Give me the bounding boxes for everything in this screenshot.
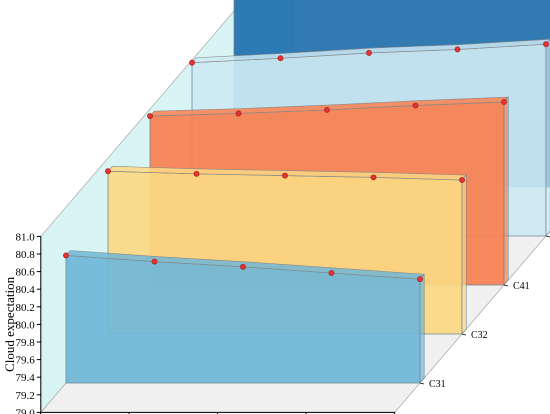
y-tick-label: 80.4 [16,284,36,296]
series-side-edge [419,273,425,384]
series-label: C32 [471,330,488,341]
data-point [370,174,377,181]
data-point [501,99,507,105]
series-label: C31 [429,379,446,390]
y-tick-label: 79.6 [16,355,36,367]
data-point [417,276,423,283]
data-point [63,252,69,259]
data-point [543,41,549,48]
data-point [235,110,242,117]
y-tick-label: 81.0 [16,231,36,243]
data-point [366,50,372,56]
series-label: C41 [513,281,530,292]
y-tick-label: 80.0 [16,319,36,331]
data-point [459,177,465,183]
data-point [454,46,461,53]
x-tick [305,412,307,414]
series-label-tick [545,235,550,238]
series-side-edge [461,174,467,335]
series-side-edge [503,96,509,286]
x-tick [393,412,396,414]
series-label-tick [419,382,425,385]
series-label-tick [503,284,509,287]
axes-layer: 79.0 79.2 79.4 79.6 79.8 80.0 80.2 80.4 80.6 80.8… [2,231,396,414]
data-point [240,263,246,270]
x-tick [39,412,42,414]
data-point [277,55,284,62]
data-point [328,270,335,276]
data-point [151,258,158,265]
x-tick [216,412,219,414]
y-tick-label: 79.8 [16,337,36,349]
data-point [147,113,153,119]
data-point [189,59,195,66]
data-point [324,106,330,113]
y-tick-label: 80.6 [16,267,36,279]
series-c31: C31 [63,250,446,390]
y-tick-label: 79.0 [16,407,36,414]
y-tick-label: 79.2 [16,390,35,402]
series-side-edge [545,39,550,237]
data-point [412,102,419,109]
series-label-tick [461,333,467,336]
y-tick-label: 79.4 [16,372,36,384]
y-axis-title: Cloud expectation [2,276,17,371]
series-layer: C43C42C41C32C31 [63,0,550,390]
data-point [193,170,200,177]
y-tick-label: 80.2 [16,302,35,314]
data-point [105,168,111,175]
data-point [282,172,288,179]
y-tick-label: 80.8 [16,249,36,261]
x-tick [128,412,130,414]
